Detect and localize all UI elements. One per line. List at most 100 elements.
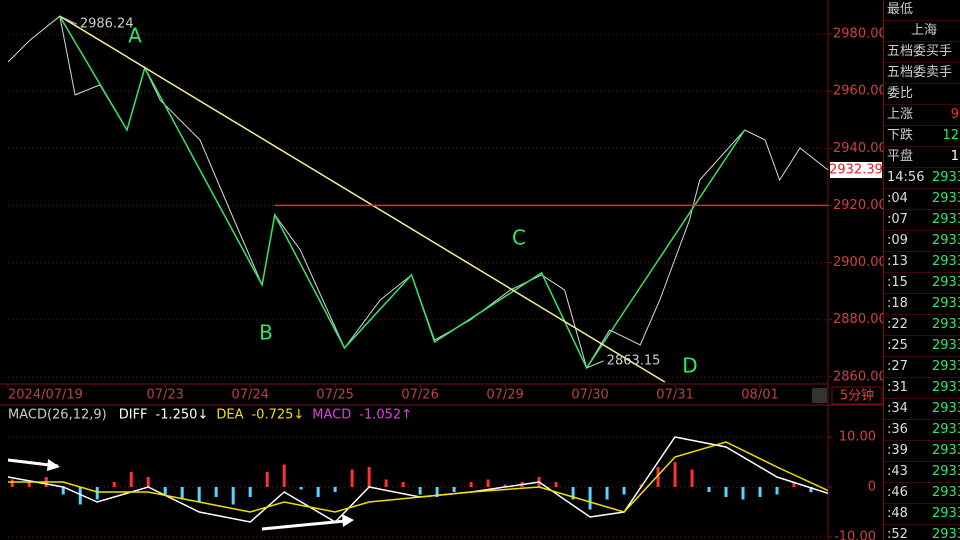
histogram-bar xyxy=(809,487,813,493)
histogram-bar xyxy=(27,482,31,487)
series-line xyxy=(7,436,829,523)
histogram-bar xyxy=(554,482,558,487)
histogram-bar xyxy=(758,487,762,497)
histogram-bar xyxy=(622,487,626,495)
period-label[interactable]: 5分钟 xyxy=(840,388,874,404)
tick-time: :36 xyxy=(887,422,908,437)
x-tick-label: 07/26 xyxy=(401,388,438,403)
tick-row: :25 2933 xyxy=(884,336,960,357)
tick-time: :09 xyxy=(887,233,908,248)
stat-label: 下跌 xyxy=(887,128,914,143)
indicator-title: MACD(26,12,9) xyxy=(8,408,107,423)
chart: 5分钟 2860.00 2880.00 2900.00 2920.00 2940.00 2… xyxy=(0,0,883,540)
tick-time: :13 xyxy=(887,254,908,269)
last-price: 2932.39 xyxy=(829,163,883,178)
histogram-bar xyxy=(656,467,660,487)
histogram-bar xyxy=(367,467,371,487)
axis-band xyxy=(0,384,883,405)
tick-row: :13 2933 xyxy=(884,252,960,273)
histogram-bar xyxy=(673,462,677,487)
x-tick-label: 07/23 xyxy=(146,388,183,403)
annotation: D xyxy=(682,354,697,378)
histogram-bar xyxy=(707,487,711,492)
tick-row: :31 2933 xyxy=(884,378,960,399)
y-tick-label: 2960.00 xyxy=(833,84,883,99)
histogram-bar xyxy=(282,464,286,487)
x-tick-label: 07/24 xyxy=(231,388,268,403)
y-tick-label: 0 xyxy=(868,480,876,495)
tick-price: 2933 xyxy=(932,527,960,540)
tick-price: 2933 xyxy=(932,422,960,437)
tick-price: 2933 xyxy=(932,191,960,206)
histogram-bar xyxy=(231,487,235,505)
x-tick-label: 07/25 xyxy=(316,388,353,403)
period-box[interactable] xyxy=(831,386,883,405)
tick-price: 2933 xyxy=(932,296,960,311)
series-line xyxy=(7,15,829,370)
stat-label: 平盘 xyxy=(887,149,914,164)
histogram-bar xyxy=(95,487,99,500)
tick-row: 14:56 2933 xyxy=(884,168,960,189)
tick-price: 2933 xyxy=(932,212,960,227)
histogram-bar xyxy=(197,487,201,502)
histogram-bar xyxy=(418,487,422,495)
tick-price: 2933 xyxy=(932,485,960,500)
histogram-bar xyxy=(503,484,507,487)
y-tick-label: 2980.00 xyxy=(833,27,883,42)
x-tick-label: 2024/07/19 xyxy=(8,388,83,403)
series-line xyxy=(59,15,666,383)
tick-time: 14:56 xyxy=(887,170,925,185)
annotation: A xyxy=(128,24,142,48)
tick-time: :22 xyxy=(887,317,908,332)
histogram-bar xyxy=(588,487,592,510)
annotation: B xyxy=(259,321,273,345)
histogram-bar xyxy=(112,482,116,487)
tick-time: :31 xyxy=(887,380,908,395)
histogram-bar xyxy=(384,479,388,487)
histogram-bar xyxy=(741,487,745,500)
tick-time: :43 xyxy=(887,464,908,479)
y-tick-label: 2900.00 xyxy=(833,255,883,270)
stat-row: 平盘 1 xyxy=(884,147,960,168)
labels: 五档委买手 五档委卖手 委比 xyxy=(884,42,960,105)
arrow-head xyxy=(342,514,354,527)
histogram-bar xyxy=(775,487,779,495)
tick-time: :04 xyxy=(887,191,908,206)
y-tick-label: 10.00 xyxy=(839,430,876,445)
panel-label: 五档委买手 xyxy=(884,42,960,63)
annotation: C xyxy=(512,226,526,250)
histogram-bar xyxy=(146,477,150,487)
tick-price: 2933 xyxy=(932,401,960,416)
tick-row: :43 2933 xyxy=(884,462,960,483)
high-label: 2986.24 xyxy=(80,17,134,32)
histogram-bar xyxy=(571,487,575,500)
histogram-bar xyxy=(452,487,456,492)
histogram-bar xyxy=(350,469,354,487)
histogram-bar xyxy=(78,487,82,505)
tick-price: 2933 xyxy=(932,275,960,290)
tick-row: :15 2933 xyxy=(884,273,960,294)
histogram-bar xyxy=(435,487,439,497)
histogram-bar xyxy=(316,487,320,497)
series-line xyxy=(59,15,746,370)
tick-row: :27 2933 xyxy=(884,357,960,378)
tick-price: 2933 xyxy=(932,233,960,248)
tick-row: :22 2933 xyxy=(884,315,960,336)
scroll-button[interactable] xyxy=(812,388,827,403)
tick-time: :46 xyxy=(887,485,908,500)
histogram-bar xyxy=(10,479,14,487)
high-marker xyxy=(59,15,78,25)
tick-row: :18 2933 xyxy=(884,294,960,315)
tick-price: 2933 xyxy=(932,464,960,479)
legend-value: -0.725↓ xyxy=(251,408,304,423)
y-tick-label: -10.00 xyxy=(834,530,876,540)
y-tick-label: 2920.00 xyxy=(833,198,883,213)
panel-label: 委比 xyxy=(884,84,960,105)
stat-value: 9 xyxy=(950,107,959,122)
panel-label: 五档委卖手 xyxy=(884,63,960,84)
tick-time: :39 xyxy=(887,443,908,458)
arrow-head xyxy=(47,459,60,471)
tick-time: :15 xyxy=(887,275,908,290)
stat-label: 上涨 xyxy=(887,107,914,122)
legend-value: -1.052↑ xyxy=(359,408,412,423)
